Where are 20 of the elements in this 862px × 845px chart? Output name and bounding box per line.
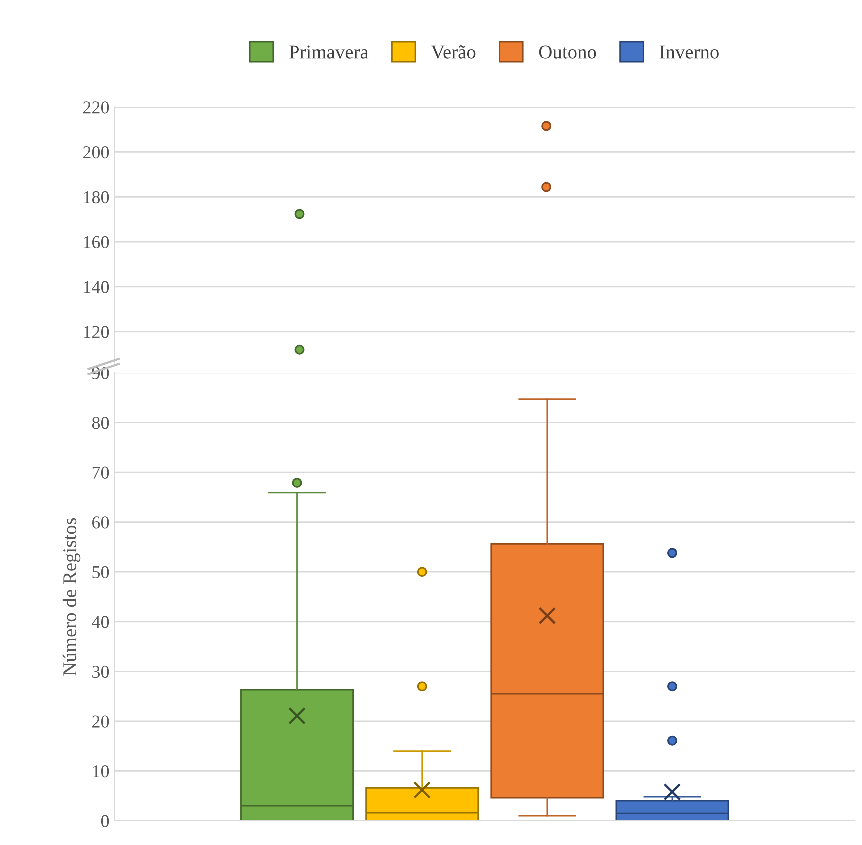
legend-label: Verão xyxy=(431,46,476,59)
y-tick-label: 180 xyxy=(84,191,110,204)
y-tick-label: 120 xyxy=(84,326,110,338)
y-tick-label: 70 xyxy=(92,466,110,479)
y-tick-label: 10 xyxy=(93,765,110,778)
y-tick-label: 30 xyxy=(92,666,110,678)
y-tick-label: 40 xyxy=(92,616,110,628)
y-axis-title: Número de Registos xyxy=(62,518,81,676)
y-tick-label: 80 xyxy=(92,417,110,430)
legend-label: Inverno xyxy=(660,46,719,59)
y-tick-label: 60 xyxy=(92,516,110,529)
legend-label: Primavera xyxy=(290,46,369,59)
y-tick-label: 160 xyxy=(84,236,110,249)
y-tick-label: 0 xyxy=(101,815,110,828)
y-tick-label: 200 xyxy=(83,146,110,159)
y-tick-label: 140 xyxy=(84,281,110,294)
y-tick-label: 20 xyxy=(92,716,110,728)
y-tick-label: 220 xyxy=(83,102,110,114)
y-tick-label: 50 xyxy=(92,566,110,579)
legend-label: Outono xyxy=(539,46,596,59)
